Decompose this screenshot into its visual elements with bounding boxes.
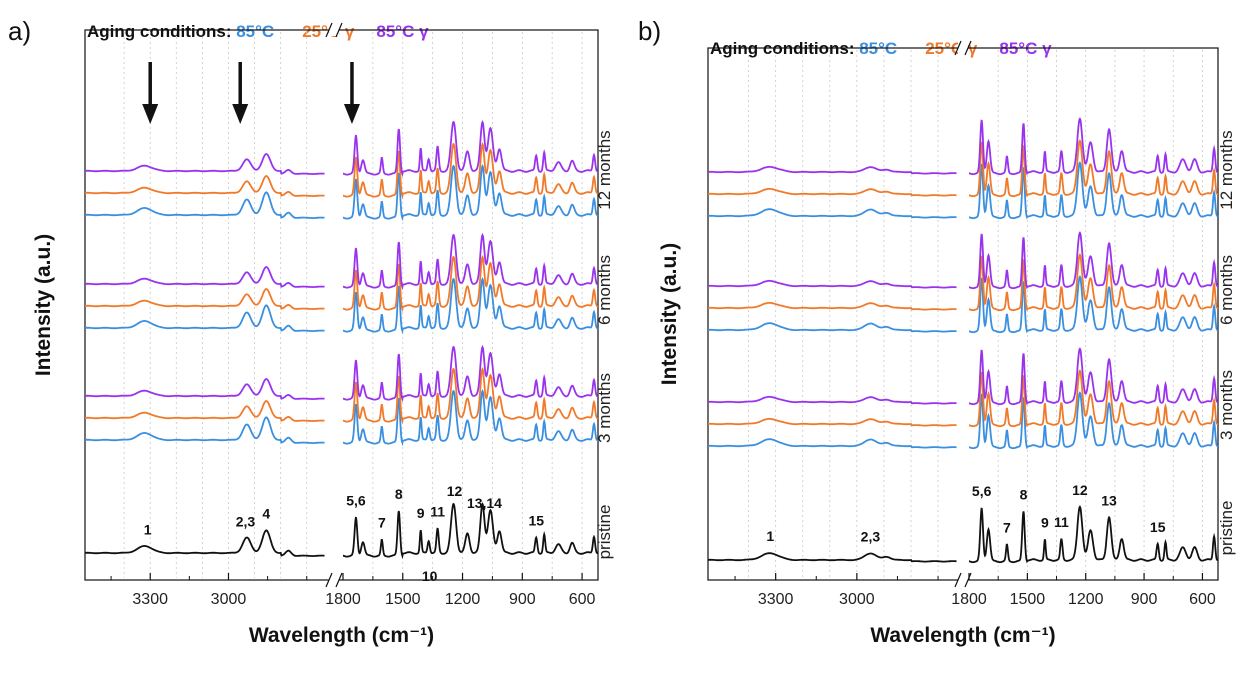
group-label: 3 months: [1217, 370, 1236, 440]
group-label: 12 months: [1217, 130, 1236, 209]
series-line: [708, 117, 1218, 176]
peak-label: 7: [378, 515, 386, 531]
x-tick-label: 1800: [325, 591, 361, 608]
x-tick-label: 600: [569, 591, 596, 608]
group-label: 3 months: [595, 373, 614, 443]
peak-label: 5,6: [346, 492, 366, 508]
peak-label: 4: [262, 505, 270, 521]
axis-break-mark: [335, 572, 343, 588]
x-axis-label: Wavelength (cm⁻¹): [870, 624, 1055, 647]
panel-b: b)Aging conditions: 85°C 25°C γ 85°C γ3300…: [638, 16, 1236, 647]
axis-break-mark: [325, 22, 333, 38]
peak-label: 15: [1150, 519, 1166, 535]
peak-label: 12: [447, 483, 463, 499]
y-axis-label: Intensity (a.u.): [658, 243, 681, 385]
series-line: [708, 347, 1218, 406]
series-line: [85, 163, 599, 222]
series-line: [85, 388, 599, 447]
series-line: [85, 254, 599, 313]
peak-label: 2,3: [236, 513, 256, 529]
peak-label: 1: [766, 528, 774, 544]
peak-label: 7: [1003, 519, 1011, 535]
series-line-pristine: [85, 501, 599, 560]
x-tick-label: 900: [509, 591, 536, 608]
group-label: pristine: [1217, 501, 1236, 556]
title-condition: 85°C γ: [376, 22, 429, 41]
x-axis-label: Wavelength (cm⁻¹): [249, 624, 434, 647]
peak-label: 12: [1072, 482, 1088, 498]
peak-label: 8: [395, 486, 403, 502]
x-tick-label: 1200: [1068, 591, 1104, 608]
series-line: [708, 369, 1218, 428]
series-line: [85, 276, 599, 335]
axis-break-mask: [329, 574, 339, 586]
peak-label: 13: [1101, 492, 1117, 508]
plot-frame: [707, 47, 1219, 581]
axis-break-mask: [958, 42, 968, 54]
peak-label: 11: [1054, 514, 1069, 530]
group-label: 6 months: [595, 255, 614, 325]
series-line: [85, 119, 599, 178]
peak-label: 11: [430, 503, 445, 519]
panel-a: a) Aging conditions: 85°C 25°C γ 85°C γ 3300…: [8, 16, 614, 647]
x-tick-label: 3300: [132, 591, 168, 608]
series-line: [85, 344, 599, 403]
x-tick-label: 900: [1131, 591, 1158, 608]
arrow-head: [142, 104, 159, 124]
title-condition: 85°C: [236, 22, 274, 41]
series-line: [708, 391, 1218, 450]
axis-break-mark: [954, 40, 962, 56]
peak-label: 13,14: [467, 495, 502, 511]
peak-label: 1: [144, 522, 152, 538]
group-label: 12 months: [595, 130, 614, 209]
series-line-pristine: [708, 505, 1218, 564]
axis-break-mark: [954, 572, 962, 588]
axis-break-mark: [335, 22, 343, 38]
peak-label: 10: [422, 568, 438, 584]
title-prefix: Aging conditions:: [87, 22, 236, 41]
peak-label: 9: [1041, 514, 1049, 530]
series-line: [85, 141, 599, 200]
peak-label: 2,3: [861, 528, 881, 544]
axis-break-mask: [329, 24, 339, 36]
series-line: [708, 161, 1218, 220]
peak-label: 9: [417, 505, 425, 521]
series-line: [708, 275, 1218, 334]
peak-label: 15: [528, 513, 544, 529]
arrow-head: [232, 104, 249, 124]
chart-title: Aging conditions: 85°C 25°C γ 85°C γ: [87, 22, 429, 41]
x-tick-label: 600: [1189, 591, 1216, 608]
axis-break-mark: [325, 572, 333, 588]
panel-label: b): [638, 16, 661, 46]
x-tick-label: 3000: [211, 591, 247, 608]
series-line: [708, 253, 1218, 312]
group-label: pristine: [595, 505, 614, 560]
peak-label: 5,6: [972, 483, 992, 499]
panel-label: a): [8, 16, 31, 46]
axis-break-mask: [958, 574, 968, 586]
axis-break-mark: [964, 572, 972, 588]
x-tick-label: 1200: [445, 591, 481, 608]
y-axis-label: Intensity (a.u.): [32, 234, 55, 376]
series-line: [85, 232, 599, 291]
series-line: [708, 231, 1218, 290]
x-tick-label: 1500: [385, 591, 421, 608]
x-tick-label: 3000: [839, 591, 875, 608]
series-line: [85, 366, 599, 425]
x-tick-label: 3300: [758, 591, 794, 608]
x-tick-label: 1800: [951, 591, 987, 608]
series-line: [708, 139, 1218, 198]
axis-break-mark: [964, 40, 972, 56]
x-tick-label: 1500: [1010, 591, 1046, 608]
peak-label: 8: [1020, 486, 1028, 502]
group-label: 6 months: [1217, 255, 1236, 325]
arrow-head: [343, 104, 360, 124]
